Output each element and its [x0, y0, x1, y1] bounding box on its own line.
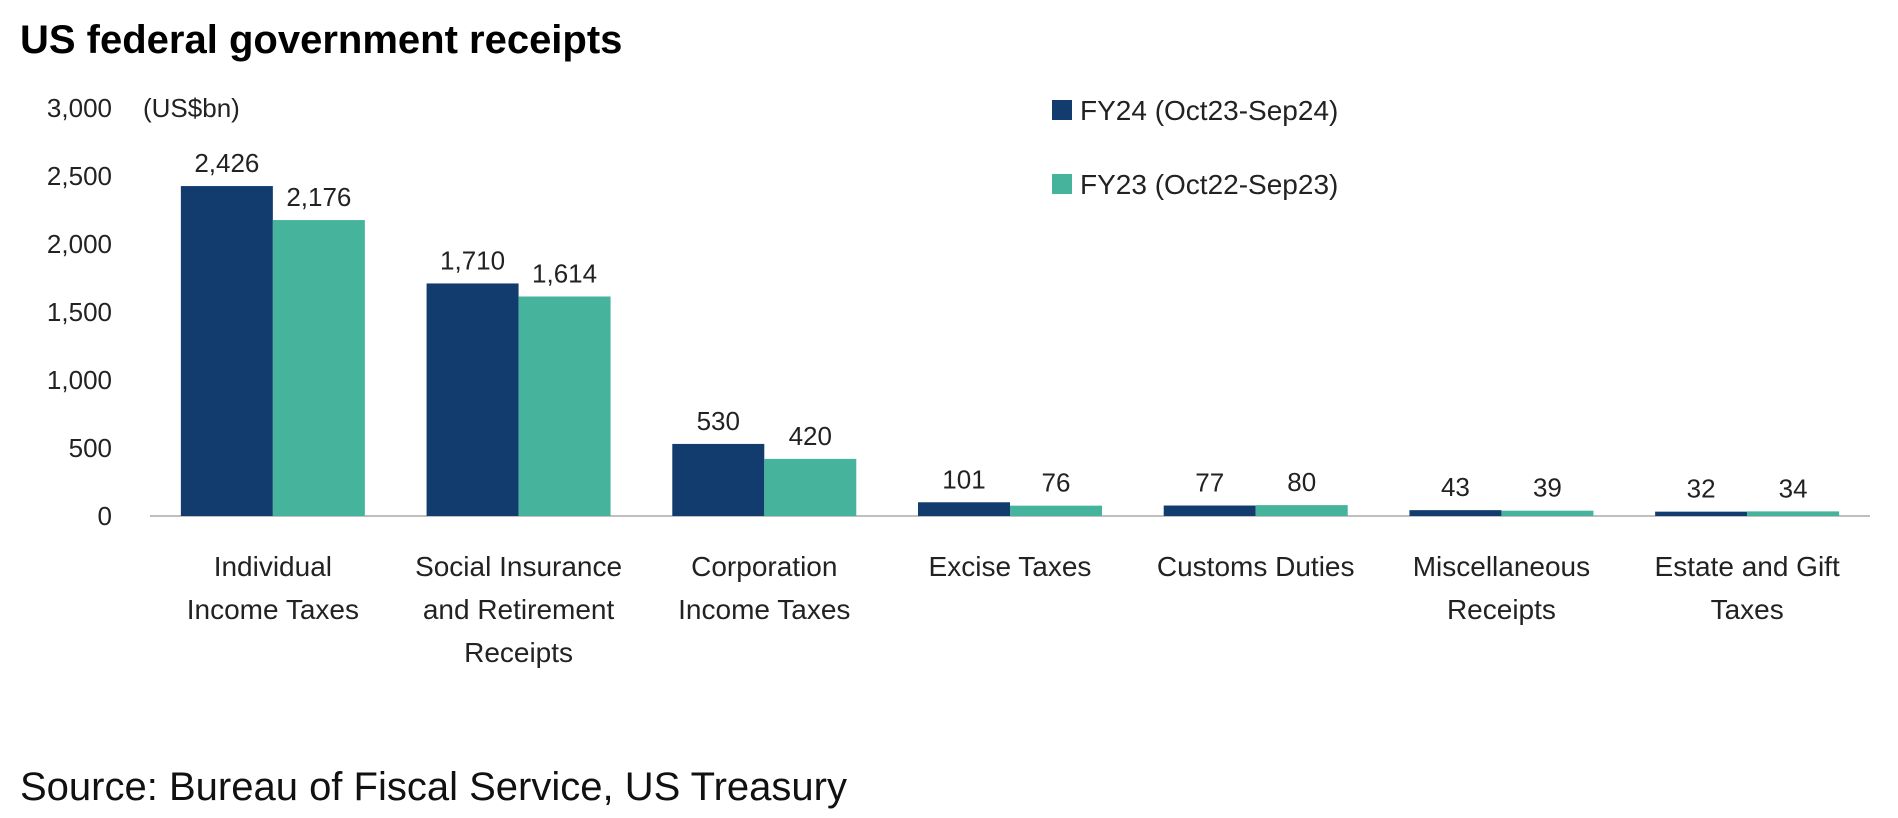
category-label: Receipts [1447, 594, 1556, 625]
legend-label-fy24: FY24 (Oct23-Sep24) [1080, 95, 1338, 126]
y-tick-label: 1,000 [47, 365, 112, 395]
category-label: Income Taxes [678, 594, 850, 625]
bar-fy24 [1409, 510, 1502, 516]
source-note: Source: Bureau of Fiscal Service, US Tre… [20, 765, 847, 809]
data-label: 77 [1195, 468, 1224, 498]
category-label: and Retirement [423, 594, 615, 625]
bar-fy23 [272, 220, 365, 516]
unit-label: (US$bn) [143, 93, 240, 123]
bar-fy24 [426, 283, 519, 516]
legend-label-fy23: FY23 (Oct22-Sep23) [1080, 169, 1338, 200]
data-label: 530 [697, 406, 740, 436]
bar-fy24 [1163, 505, 1256, 516]
data-label: 76 [1042, 468, 1071, 498]
y-tick-label: 500 [69, 433, 112, 463]
data-label: 2,176 [286, 182, 351, 212]
bar-fy23 [1747, 511, 1840, 516]
bar-chart: 0 500 1,000 1,500 2,000 2,500 3,000 (US$bn) 2,42… [47, 93, 1870, 668]
chart-title: US federal government receipts [20, 18, 623, 62]
y-tick-label: 2,000 [47, 229, 112, 259]
data-label: 1,614 [532, 258, 597, 288]
category-label: Income Taxes [187, 594, 359, 625]
bar-fy23 [764, 458, 857, 516]
category-label: Corporation [691, 551, 837, 582]
y-tick-label: 1,500 [47, 297, 112, 327]
data-label: 80 [1287, 467, 1316, 497]
category-label: Social Insurance [415, 551, 622, 582]
y-tick-label: 0 [98, 501, 112, 531]
bar-fy24 [918, 502, 1010, 516]
data-label: 43 [1441, 472, 1470, 502]
category-label: Excise Taxes [929, 551, 1092, 582]
bar-fy23 [1501, 510, 1594, 516]
category-label: Receipts [464, 637, 573, 668]
bar-fy23 [518, 296, 611, 516]
data-label: 2,426 [194, 148, 259, 178]
category-label: Taxes [1711, 594, 1784, 625]
bar-fy24 [672, 443, 765, 516]
category-label: Individual [214, 551, 332, 582]
legend-swatch-fy23 [1052, 174, 1072, 194]
legend-swatch-fy24 [1052, 100, 1072, 120]
data-label: 34 [1779, 473, 1808, 503]
data-label: 39 [1533, 473, 1562, 503]
data-label: 101 [942, 464, 985, 494]
data-label: 32 [1687, 474, 1716, 504]
category-label: Estate and Gift [1655, 551, 1840, 582]
category-label: Customs Duties [1157, 551, 1355, 582]
data-label: 420 [789, 421, 832, 451]
y-tick-label: 2,500 [47, 161, 112, 191]
bar-fy24 [180, 186, 273, 516]
bar-fy23 [1255, 505, 1348, 516]
y-tick-label: 3,000 [47, 93, 112, 123]
bar-fy23 [1010, 505, 1102, 516]
bar-fy24 [1655, 511, 1748, 516]
category-label: Miscellaneous [1413, 551, 1590, 582]
data-label: 1,710 [440, 245, 505, 275]
